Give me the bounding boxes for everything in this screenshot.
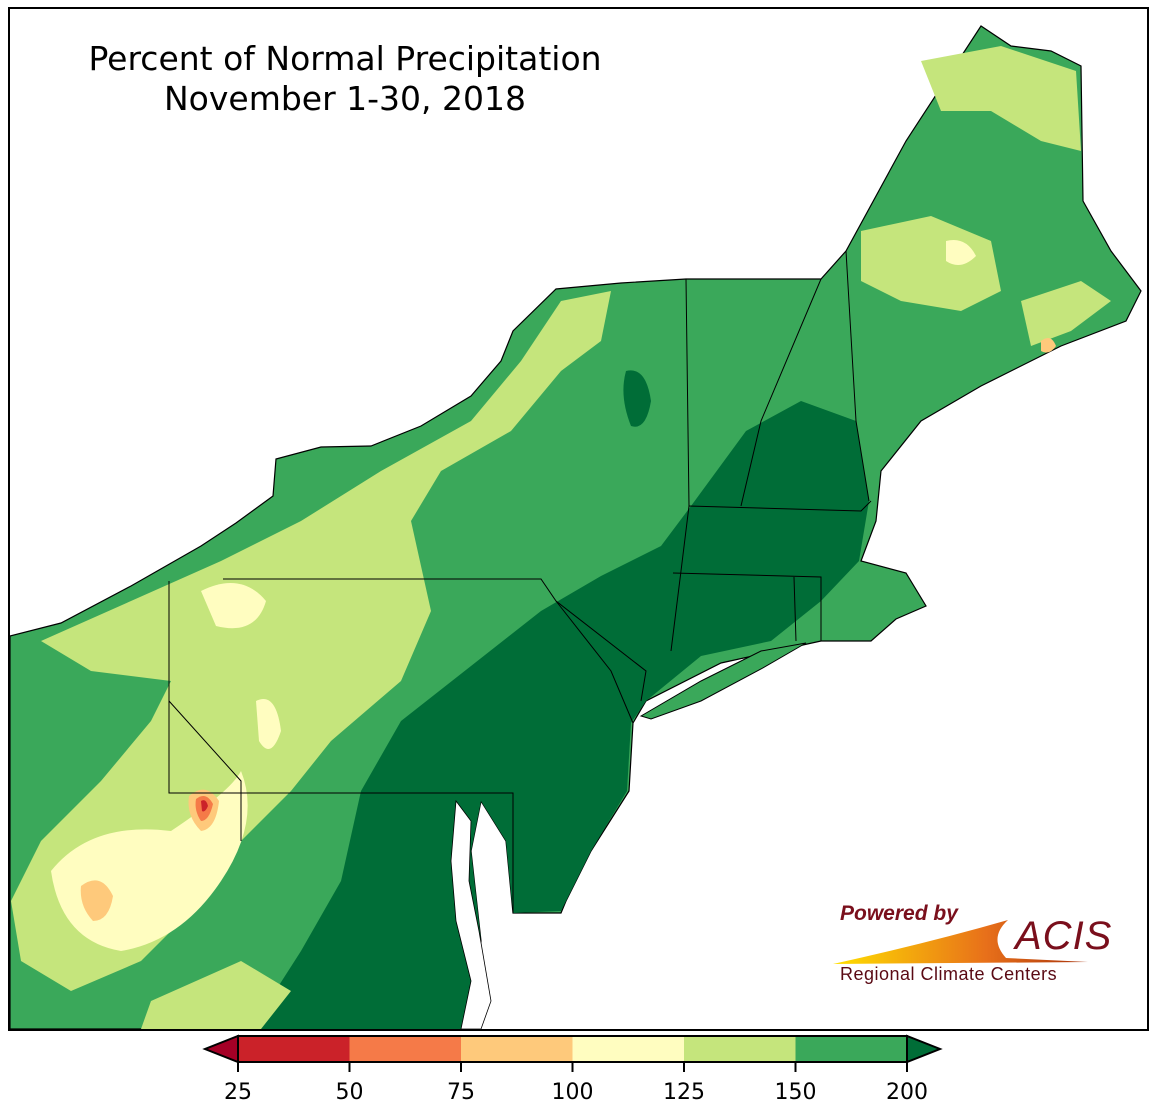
acis-swoosh-icon — [833, 920, 1088, 964]
chesapeake-bay — [450, 799, 492, 1029]
logo-powered-by: Powered by — [840, 902, 958, 925]
legend-overflow-triangle — [906, 1034, 943, 1064]
state-borders — [168, 250, 872, 913]
logo-acis: ACIS — [1015, 914, 1113, 958]
map-frame — [8, 7, 1149, 1031]
legend-swatch — [795, 1036, 907, 1062]
legend-swatch — [238, 1036, 350, 1062]
legend-tick-label: 200 — [886, 1080, 928, 1105]
legend-tick-label: 100 — [551, 1080, 594, 1105]
legend-swatch — [684, 1036, 796, 1062]
legend-tick-label: 50 — [335, 1080, 364, 1105]
region-75-100 — [1041, 337, 1056, 353]
map-subtitle: November 1-30, 2018 — [163, 79, 527, 118]
long-island — [639, 642, 807, 720]
region-over-200 — [623, 370, 651, 427]
legend-swatch — [572, 1036, 684, 1062]
region-over-200 — [251, 401, 869, 1029]
region-75-100 — [80, 880, 113, 921]
legend-tick-label: 125 — [663, 1080, 705, 1105]
region-100-125 — [256, 699, 281, 749]
region-25-50 — [201, 800, 208, 812]
legend-underflow-triangle — [202, 1034, 239, 1064]
region-100-125 — [946, 240, 976, 265]
legend-tick-label: 150 — [774, 1080, 817, 1105]
region-125-150 — [921, 46, 1081, 151]
legend-swatch — [349, 1036, 461, 1062]
precipitation-map — [10, 25, 1142, 1029]
map-title: Percent of Normal Precipitation — [88, 39, 602, 78]
region-125-150 — [1021, 281, 1111, 346]
legend-tick-label: 25 — [224, 1080, 252, 1105]
logo-subtitle: Regional Climate Centers — [840, 964, 1058, 984]
acis-logo: Powered by ACIS Regional Climate Centers — [828, 898, 1118, 993]
legend-swatch — [461, 1036, 573, 1062]
color-legend — [202, 1034, 943, 1072]
region-100-125 — [201, 583, 266, 629]
region-125-150 — [141, 961, 291, 1029]
region-125-150 — [861, 216, 1001, 311]
region-125-150 — [11, 291, 611, 991]
legend-tick-label: 75 — [447, 1080, 475, 1105]
